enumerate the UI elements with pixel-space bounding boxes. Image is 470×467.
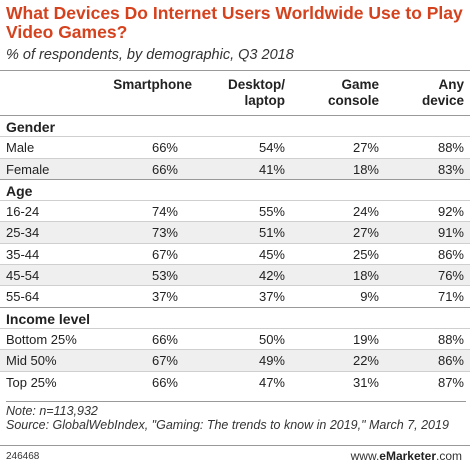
cell-desktop-laptop: 37% — [258, 289, 285, 305]
note-text: Note: n=113,932 — [6, 404, 98, 418]
cell-desktop-laptop: 51% — [258, 225, 285, 241]
table-row: 55-64 37% 37% 9% 71% — [0, 285, 470, 306]
chart-notes: Note: n=113,932 Source: GlobalWebIndex, … — [6, 401, 466, 432]
cell-smartphone: 73% — [151, 225, 178, 241]
cell-game-console: 27% — [352, 225, 379, 241]
brand-link[interactable]: www.eMarketer.com — [351, 449, 462, 463]
cell-desktop-laptop: 54% — [258, 140, 285, 156]
cell-smartphone: 66% — [151, 140, 178, 156]
group-header-row: Gender — [0, 115, 470, 136]
table-row: Bottom 25% 66% 50% 19% 88% — [0, 327, 470, 349]
cell-game-console: 18% — [352, 268, 379, 284]
column-header-smartphone: Smartphone — [113, 77, 192, 92]
cell-smartphone: 74% — [151, 204, 178, 220]
brand-prefix: www. — [350, 449, 380, 463]
cell-game-console: 19% — [352, 331, 379, 347]
row-label: 55-64 — [6, 289, 40, 305]
cell-any-device: 71% — [437, 289, 464, 305]
column-header-any-device: Any device — [421, 77, 464, 108]
table-row: 25-34 73% 51% 27% 91% — [0, 221, 470, 243]
cell-any-device: 91% — [437, 225, 464, 241]
cell-desktop-laptop: 49% — [258, 353, 285, 369]
row-label: 45-54 — [6, 268, 40, 284]
table-header: Smartphone Desktop/ laptop Game console … — [0, 70, 470, 115]
column-header-desktop-laptop: Desktop/ laptop — [227, 77, 285, 108]
cell-game-console: 18% — [352, 161, 379, 177]
group-header-row: Age — [0, 178, 470, 200]
table-body: Gender Male 66% 54% 27% 88% Female 66% 41% 18% 83%… — [0, 115, 470, 392]
table-row: Female 66% 41% 18% 83% — [0, 157, 470, 179]
cell-desktop-laptop: 45% — [258, 246, 285, 262]
data-table: Smartphone Desktop/ laptop Game console … — [0, 70, 470, 392]
chart-footer: 246468 www.eMarketer.com — [0, 445, 470, 467]
row-label: Female — [6, 161, 50, 177]
cell-any-device: 88% — [437, 140, 464, 156]
cell-game-console: 24% — [352, 204, 379, 220]
cell-any-device: 87% — [437, 374, 464, 390]
row-label: Male — [6, 140, 35, 156]
group-label: Age — [6, 182, 33, 199]
chart-subtitle: % of respondents, by demographic, Q3 201… — [6, 47, 294, 63]
cell-game-console: 9% — [360, 289, 379, 305]
row-label: Bottom 25% — [6, 331, 77, 347]
brand-name: eMarketer — [379, 449, 436, 463]
cell-game-console: 22% — [352, 353, 379, 369]
row-label: 16-24 — [6, 204, 40, 220]
cell-desktop-laptop: 47% — [258, 374, 285, 390]
cell-desktop-laptop: 50% — [258, 331, 285, 347]
row-label: 35-44 — [6, 246, 40, 262]
group-header-row: Income level — [0, 306, 470, 328]
table-row: Male 66% 54% 27% 88% — [0, 136, 470, 157]
row-label: Mid 50% — [6, 353, 57, 369]
cell-any-device: 86% — [437, 353, 464, 369]
chart-id: 246468 — [6, 451, 40, 462]
table-row: 16-24 74% 55% 24% 92% — [0, 200, 470, 221]
source-text: Source: GlobalWebIndex, "Gaming: The tre… — [6, 418, 449, 432]
cell-any-device: 83% — [437, 161, 464, 177]
cell-any-device: 92% — [437, 204, 464, 220]
row-label: Top 25% — [6, 374, 57, 390]
row-label: 25-34 — [6, 225, 40, 241]
table-row: 45-54 53% 42% 18% 76% — [0, 264, 470, 286]
cell-desktop-laptop: 41% — [258, 161, 285, 177]
group-label: Gender — [6, 119, 56, 135]
brand-suffix: .com — [435, 449, 462, 463]
cell-smartphone: 66% — [151, 161, 178, 177]
cell-desktop-laptop: 55% — [258, 204, 285, 220]
cell-any-device: 86% — [437, 246, 464, 262]
group-label: Income level — [6, 310, 91, 327]
cell-game-console: 25% — [352, 246, 379, 262]
table-row: Mid 50% 67% 49% 22% 86% — [0, 349, 470, 371]
cell-smartphone: 66% — [151, 374, 178, 390]
cell-any-device: 88% — [437, 331, 464, 347]
cell-smartphone: 67% — [151, 246, 178, 262]
cell-smartphone: 66% — [151, 331, 178, 347]
cell-any-device: 76% — [437, 268, 464, 284]
table-row: Top 25% 66% 47% 31% 87% — [0, 370, 470, 392]
table-row: 35-44 67% 45% 25% 86% — [0, 242, 470, 264]
cell-game-console: 31% — [352, 374, 379, 390]
cell-smartphone: 37% — [151, 289, 178, 305]
cell-smartphone: 67% — [151, 353, 178, 369]
column-header-game-console: Game console — [327, 77, 379, 108]
cell-desktop-laptop: 42% — [258, 268, 285, 284]
cell-smartphone: 53% — [151, 268, 178, 284]
chart-title: What Devices Do Internet Users Worldwide… — [6, 3, 463, 42]
cell-game-console: 27% — [352, 140, 379, 156]
